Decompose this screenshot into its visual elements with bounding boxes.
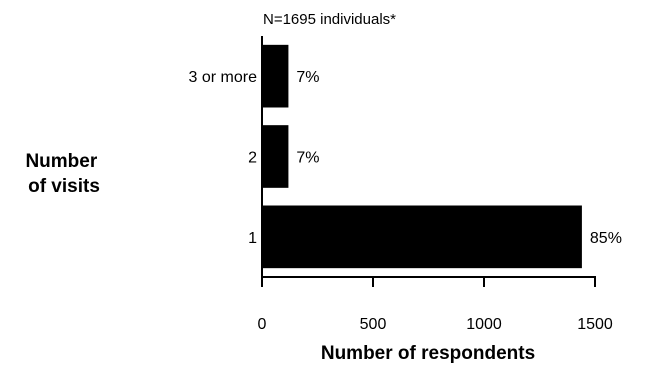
category-label-1: 1 bbox=[248, 230, 257, 247]
category-label-2: 2 bbox=[248, 150, 257, 167]
data-label-3-or-more: 7% bbox=[296, 69, 319, 86]
bar-1 bbox=[262, 205, 582, 269]
y-axis-title-line-2: of visits bbox=[28, 176, 100, 197]
category-label-3-or-more: 3 or more bbox=[189, 69, 258, 86]
x-axis-title: Number of respondents bbox=[321, 343, 535, 364]
data-label-2: 7% bbox=[296, 150, 319, 167]
y-axis-title: Number of visits bbox=[25, 151, 102, 197]
x-tick-label-0: 0 bbox=[258, 316, 267, 333]
data-label-1: 85% bbox=[590, 230, 622, 247]
x-tick-label-1500: 1500 bbox=[577, 316, 613, 333]
bar-3-or-more bbox=[262, 44, 289, 108]
y-axis-title-line-1: Number bbox=[25, 151, 97, 172]
x-axis-ticks: 0 500 1000 1500 bbox=[258, 277, 613, 333]
bar-2 bbox=[262, 125, 289, 188]
sample-size-note: N=1695 individuals* bbox=[263, 11, 396, 28]
bars: 3 or more 7% 2 7% 1 85% bbox=[189, 44, 622, 269]
x-tick-label-500: 500 bbox=[360, 316, 387, 333]
x-tick-label-1000: 1000 bbox=[466, 316, 502, 333]
